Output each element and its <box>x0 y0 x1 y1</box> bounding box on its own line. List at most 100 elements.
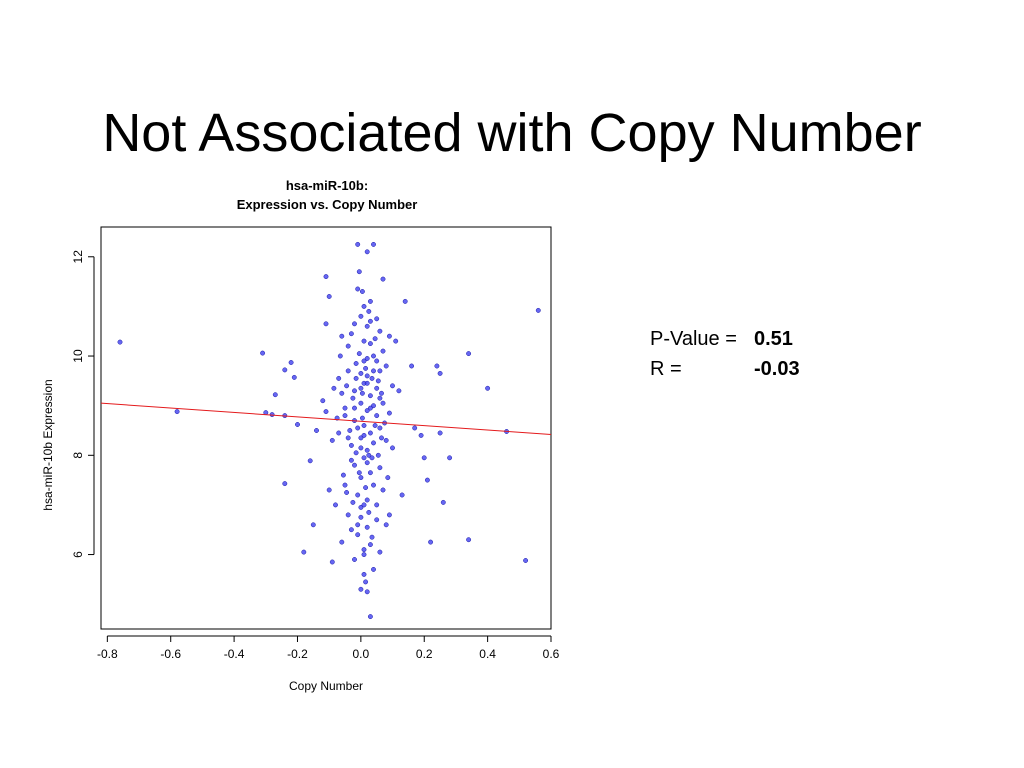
data-point <box>358 400 364 406</box>
data-point <box>361 547 367 553</box>
data-point <box>326 487 332 493</box>
data-point <box>437 370 443 376</box>
data-point <box>260 350 266 356</box>
data-point <box>361 455 367 461</box>
data-point <box>409 363 415 369</box>
data-point <box>339 390 345 396</box>
data-point <box>364 460 370 466</box>
data-point <box>352 557 357 562</box>
data-point <box>367 393 373 399</box>
data-point <box>348 457 354 463</box>
data-point <box>383 437 389 443</box>
data-point <box>371 440 376 446</box>
data-point <box>396 388 402 394</box>
data-point <box>371 241 376 247</box>
x-tick-label: 0.0 <box>353 647 370 661</box>
data-point <box>361 432 367 438</box>
data-point <box>359 289 365 294</box>
y-tick-label: 12 <box>71 250 85 264</box>
data-point <box>345 343 351 349</box>
data-point <box>364 356 370 361</box>
y-tick-label: 8 <box>71 452 85 459</box>
data-point <box>348 442 354 448</box>
data-point <box>337 353 343 359</box>
data-point <box>358 514 364 520</box>
data-point <box>371 482 376 488</box>
data-point <box>374 413 380 419</box>
x-tick-label: -0.8 <box>97 647 118 661</box>
data-point <box>386 333 392 339</box>
scatter-chart: hsa-miR-10b: Expression vs. Copy Number … <box>41 178 560 693</box>
data-point <box>361 571 367 577</box>
data-point <box>386 410 392 416</box>
data-point <box>424 477 430 483</box>
data-point <box>358 586 364 592</box>
data-point <box>359 415 365 421</box>
data-point <box>323 409 329 415</box>
data-point <box>363 485 369 491</box>
chart-title-line2: Expression vs. Copy Number <box>237 197 418 212</box>
data-point <box>352 405 357 411</box>
data-point <box>295 422 300 427</box>
data-point <box>434 363 440 369</box>
data-point <box>288 360 294 365</box>
data-point <box>355 425 361 431</box>
data-point <box>350 499 356 505</box>
data-point <box>355 522 361 528</box>
p-value-label: P-Value = <box>650 328 737 350</box>
data-point <box>367 405 373 411</box>
data-point <box>344 490 350 495</box>
data-point <box>329 559 335 565</box>
data-point <box>352 462 357 468</box>
data-point <box>364 497 370 503</box>
data-point <box>361 338 367 344</box>
data-point <box>385 475 391 481</box>
data-point <box>364 589 370 595</box>
data-point <box>326 294 332 299</box>
data-point <box>323 274 329 280</box>
data-point <box>353 361 359 366</box>
data-point <box>367 470 373 476</box>
data-point <box>336 430 342 436</box>
data-point <box>369 455 375 461</box>
data-point <box>390 445 395 451</box>
data-point <box>364 380 370 386</box>
data-point <box>377 368 383 374</box>
y-tick-label: 10 <box>71 349 85 363</box>
data-point <box>361 358 367 364</box>
data-point <box>361 303 367 309</box>
data-point <box>339 539 345 545</box>
data-point <box>117 339 123 345</box>
data-point <box>372 336 378 342</box>
data-point <box>466 537 472 543</box>
slide-title: Not Associated with Copy Number <box>102 103 922 164</box>
data-point <box>364 408 370 414</box>
y-axis-label: hsa-miR-10b Expression <box>41 379 55 510</box>
data-point <box>339 333 345 339</box>
data-point <box>379 435 384 441</box>
x-tick-label: 0.4 <box>479 647 496 661</box>
data-point <box>358 313 364 319</box>
data-point <box>369 534 375 540</box>
data-point <box>301 549 307 555</box>
data-point <box>390 383 395 389</box>
data-point <box>374 502 380 508</box>
data-point <box>352 388 357 394</box>
data-point <box>386 512 392 518</box>
data-point <box>367 430 373 436</box>
data-point <box>352 321 357 327</box>
data-point <box>440 499 446 505</box>
data-point <box>350 395 356 401</box>
data-point <box>358 475 364 481</box>
data-point <box>336 375 342 381</box>
data-point <box>372 423 378 428</box>
data-point <box>437 430 443 436</box>
y-axis: 6 8 10 12 <box>71 250 95 558</box>
data-point <box>377 549 383 555</box>
data-point <box>364 373 370 379</box>
data-point <box>377 395 383 401</box>
data-point <box>383 363 389 369</box>
data-point <box>375 452 381 458</box>
data-point <box>342 482 348 488</box>
data-point <box>314 428 319 433</box>
